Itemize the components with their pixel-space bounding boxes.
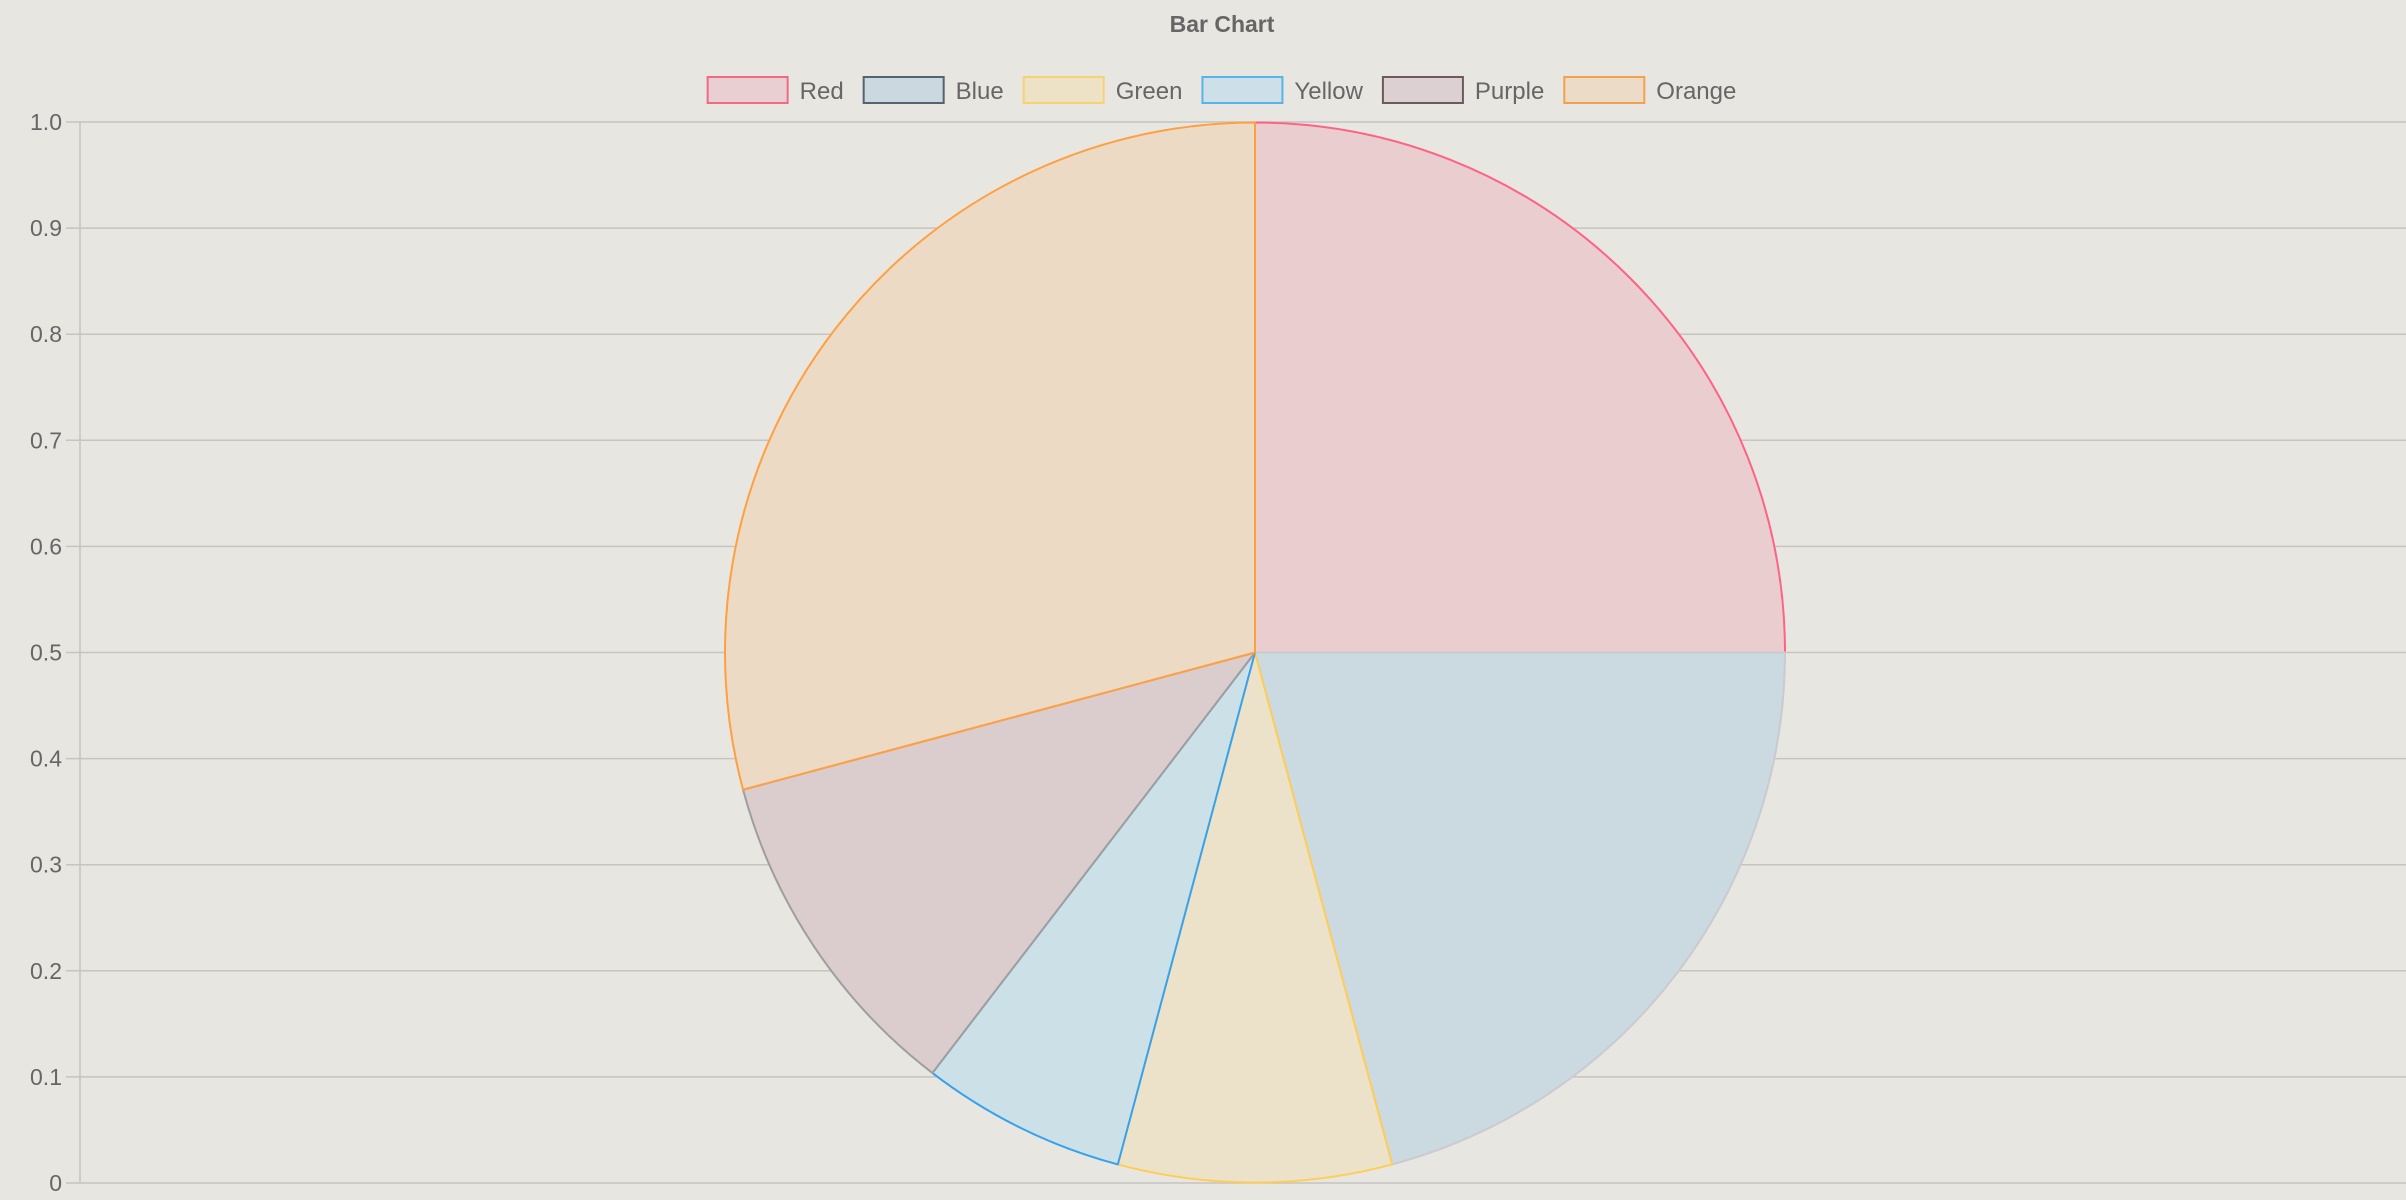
pie-slice-red[interactable] [1254, 121, 1786, 654]
legend-item-yellow[interactable]: Yellow [1201, 76, 1364, 105]
y-tick-label: 0.9 [30, 215, 62, 241]
legend-label: Yellow [1294, 78, 1363, 105]
y-tick-label: 0.5 [30, 640, 62, 666]
legend-label: Orange [1656, 78, 1736, 105]
pie-slice-green[interactable] [1116, 651, 1394, 1184]
pie-slice-purple[interactable] [742, 651, 1256, 1074]
legend-item-purple[interactable]: Purple [1381, 76, 1544, 105]
pie-slice-orange[interactable] [724, 121, 1256, 791]
pie [724, 121, 1786, 1184]
pie-slice-yellow[interactable] [931, 651, 1256, 1166]
legend-item-red[interactable]: Red [706, 76, 844, 105]
legend[interactable]: Red Blue Green Yellow Purple Orange [706, 76, 1737, 105]
y-tick-label: 0.4 [30, 746, 62, 772]
legend-swatch [706, 76, 789, 104]
legend-swatch [1563, 76, 1646, 104]
pie-slice-blue[interactable] [1254, 651, 1786, 1166]
y-tick-label: 1.0 [30, 109, 62, 135]
legend-item-orange[interactable]: Orange [1563, 76, 1736, 105]
legend-label: Green [1116, 78, 1183, 105]
y-tick-label: 0.8 [30, 321, 62, 347]
legend-label: Red [800, 78, 844, 105]
legend-swatch [862, 76, 945, 104]
legend-item-blue[interactable]: Blue [862, 76, 1004, 105]
y-tick-label: 0.2 [30, 958, 62, 984]
legend-swatch [1022, 76, 1105, 104]
y-tick-label: 0 [49, 1170, 62, 1196]
legend-item-green[interactable]: Green [1022, 76, 1183, 105]
legend-swatch [1381, 76, 1464, 104]
y-tick-label: 0.6 [30, 533, 62, 559]
legend-swatch [1201, 76, 1284, 104]
y-tick-label: 0.1 [30, 1064, 62, 1090]
y-tick-label: 0.3 [30, 852, 62, 878]
chart-title: Bar Chart [1170, 11, 1275, 37]
legend-label: Blue [956, 78, 1004, 105]
y-tick-label: 0.7 [30, 427, 62, 453]
legend-label: Purple [1475, 78, 1544, 105]
